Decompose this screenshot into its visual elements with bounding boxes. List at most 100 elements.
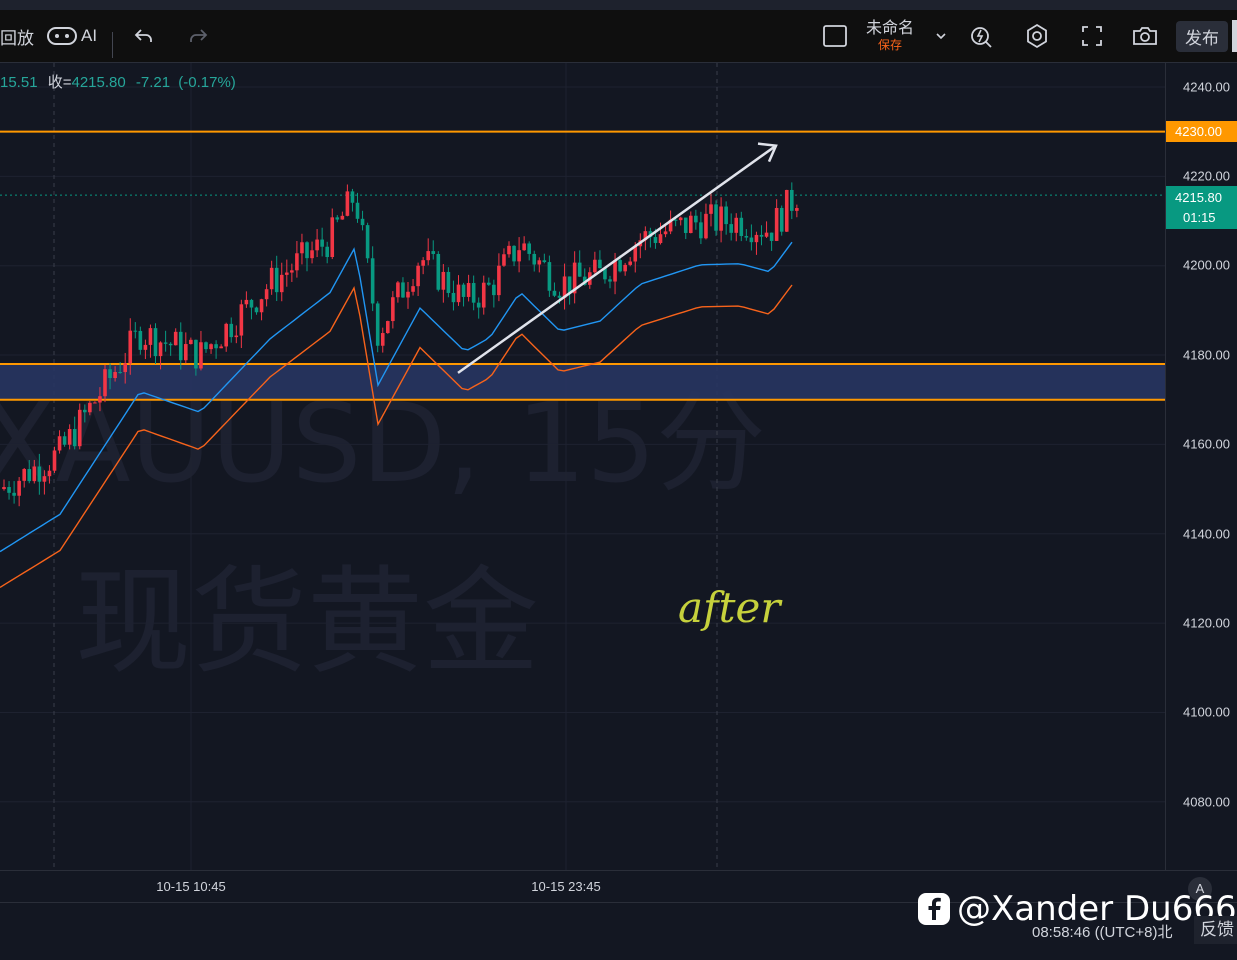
candle-body — [714, 204, 718, 231]
legend-close-value: 4215.80 — [71, 74, 126, 91]
publish-button[interactable]: 发布 — [1176, 10, 1228, 62]
candle-body — [492, 284, 496, 296]
candle-body — [582, 276, 587, 285]
camera-icon — [1133, 27, 1157, 45]
candle-body — [335, 217, 340, 220]
toolbar: 回放 AI 未命名 保存 — [0, 10, 1237, 63]
candle-body — [12, 492, 16, 496]
feedback-label: 反馈 — [1200, 920, 1234, 939]
price-label: 4120.00 — [1183, 615, 1230, 631]
candle-body — [729, 224, 733, 233]
time-label: 10-15 23:45 — [531, 879, 601, 894]
candle-body — [774, 207, 779, 241]
candle-body — [224, 323, 228, 347]
facebook-icon — [918, 893, 950, 925]
candle-body — [734, 217, 739, 233]
candle-body — [704, 213, 708, 239]
candle-body — [138, 330, 143, 350]
candle-body — [7, 487, 11, 493]
candle-body — [421, 260, 425, 266]
replay-button[interactable]: 回放 — [0, 10, 34, 62]
layout-button[interactable] — [822, 10, 848, 62]
candle-body — [522, 243, 526, 251]
candle-body — [229, 323, 234, 338]
candle-body — [37, 466, 42, 482]
candle-body — [426, 251, 430, 261]
candle-body — [320, 239, 324, 247]
candle-body — [416, 265, 420, 287]
settings-button[interactable] — [1024, 10, 1050, 62]
candle-body — [194, 339, 198, 369]
quick-search-button[interactable] — [968, 10, 994, 62]
candle-body — [663, 231, 668, 235]
candle-body — [209, 344, 213, 350]
candle-body — [689, 215, 693, 233]
candle-body — [123, 363, 127, 373]
candle-body — [315, 239, 319, 251]
candle-body — [234, 335, 239, 338]
candle-body — [62, 436, 67, 445]
candle-body — [17, 480, 21, 496]
candle-body — [628, 261, 632, 265]
candle-body — [285, 272, 289, 275]
redo-button[interactable] — [186, 10, 210, 62]
candle-body — [269, 267, 274, 290]
candle-body — [643, 231, 648, 241]
layout-name-menu[interactable]: 未命名 保存 — [866, 10, 914, 62]
feedback-button[interactable]: 反馈 — [1194, 916, 1237, 944]
candle-body — [32, 466, 37, 482]
candle-body — [754, 234, 759, 243]
candle-body — [375, 303, 380, 346]
price-scale[interactable]: 4240.00 4220.00 4200.00 4180.00 4160.00 … — [1165, 63, 1237, 870]
candle-body — [471, 283, 476, 303]
undo-button[interactable] — [132, 10, 156, 62]
clock: 08:58:46 — [1032, 924, 1091, 941]
candle-body — [128, 330, 133, 364]
candle-body — [446, 271, 451, 293]
candle-body — [476, 302, 481, 308]
candle-body — [72, 429, 77, 447]
level-price-tag: 4230.00 — [1166, 121, 1237, 142]
candle-body — [613, 260, 617, 282]
clock-timezone[interactable]: 08:58:46 ((UTC+8)北 — [1032, 921, 1172, 942]
trend-arrow-head — [757, 142, 778, 163]
candle-body — [310, 250, 314, 259]
candle-body — [57, 436, 62, 451]
fullscreen-button[interactable] — [1080, 10, 1104, 62]
ai-label: AI — [81, 26, 98, 45]
candle-body — [330, 217, 335, 258]
undo-icon — [134, 29, 152, 42]
ai-button[interactable]: AI — [46, 10, 97, 62]
candle-body — [512, 245, 516, 262]
auto-scale-icon: A — [1195, 881, 1205, 896]
candle-body — [678, 217, 683, 221]
snapshot-button[interactable] — [1131, 10, 1159, 62]
candle-body — [694, 215, 698, 223]
candle-body — [724, 206, 728, 225]
candle-body — [749, 237, 754, 243]
auto-scale-button[interactable]: A — [1188, 877, 1212, 901]
candle-body — [204, 342, 208, 350]
chart-pane[interactable]: XAUUSD, 15分 现货黄金 15.51 收=4215.80 -7.21 (… — [0, 63, 1165, 870]
candle-body — [279, 274, 284, 293]
candle-body — [507, 245, 511, 255]
current-price-value: 4215.80 — [1175, 190, 1222, 205]
candle-body — [759, 234, 764, 237]
window-top-strip — [0, 0, 1237, 10]
candle-body — [325, 246, 329, 258]
price-plot — [0, 63, 1165, 870]
candle-body — [461, 284, 466, 297]
candle-body — [456, 284, 461, 303]
time-axis[interactable]: 10-15 10:45 10-15 23:45 A — [0, 870, 1237, 903]
candle-body — [547, 262, 552, 291]
layout-dropdown-button[interactable] — [934, 10, 948, 62]
candle-body — [259, 299, 264, 313]
candle-body — [623, 264, 627, 272]
candle-body — [653, 237, 658, 244]
candle-body — [103, 369, 107, 397]
candle-body — [133, 330, 138, 332]
price-label: 4180.00 — [1183, 347, 1230, 363]
after-annotation: after — [678, 583, 781, 632]
candle-body — [598, 259, 602, 269]
legend-prefix: 15.51 — [0, 74, 38, 91]
